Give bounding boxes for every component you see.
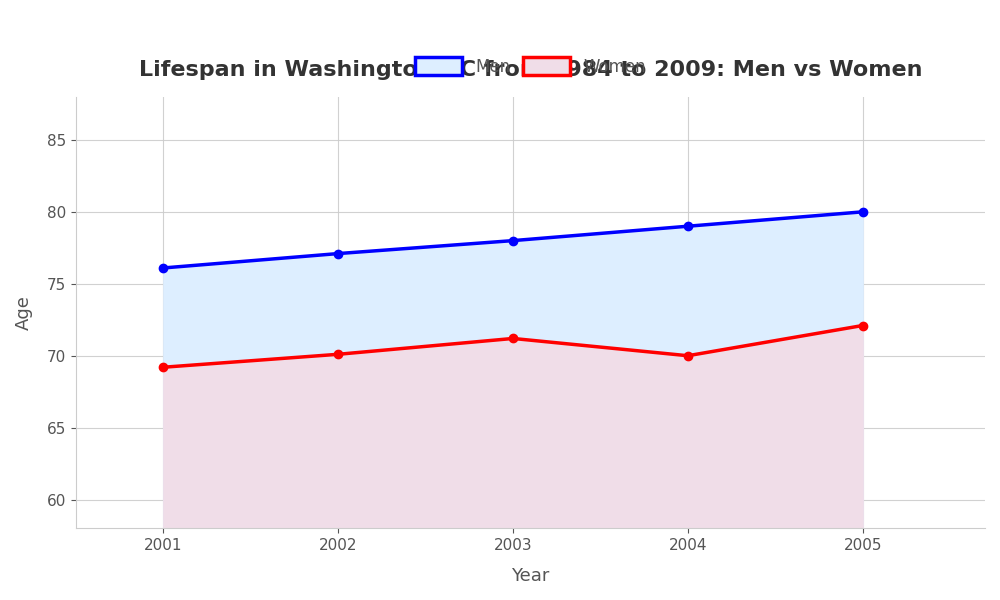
Title: Lifespan in Washington DC from 1984 to 2009: Men vs Women: Lifespan in Washington DC from 1984 to 2… bbox=[139, 60, 922, 80]
Legend: Men, Women: Men, Women bbox=[407, 49, 654, 84]
Y-axis label: Age: Age bbox=[15, 295, 33, 330]
X-axis label: Year: Year bbox=[511, 567, 550, 585]
